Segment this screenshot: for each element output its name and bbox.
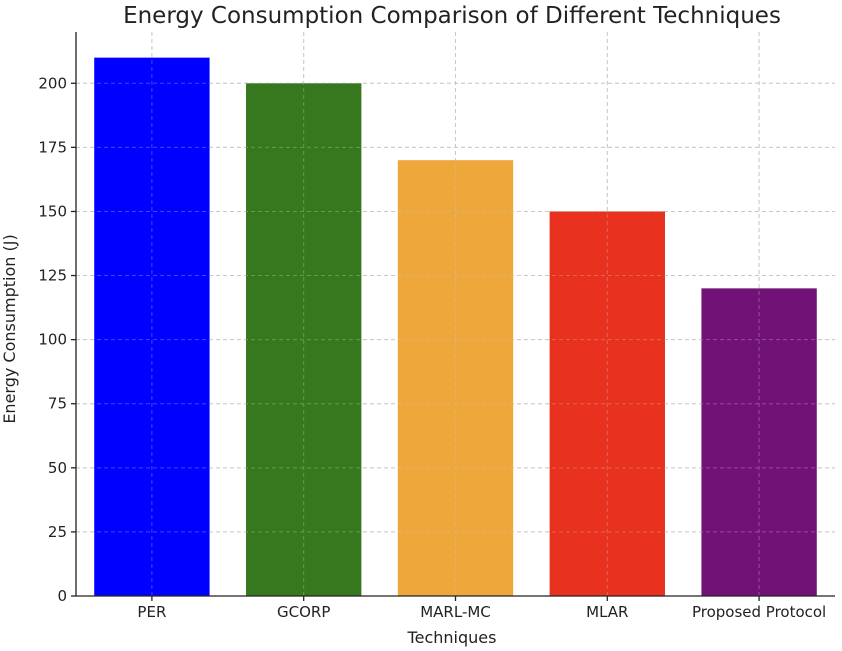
- y-tick-label: 0: [57, 587, 67, 605]
- chart-title: Energy Consumption Comparison of Differe…: [123, 3, 781, 29]
- y-tick-label: 50: [48, 459, 67, 477]
- x-tick-label: MLAR: [586, 603, 628, 621]
- x-ticks: PER GCORP MARL-MC MLAR Proposed Protocol: [137, 596, 826, 621]
- y-axis-label: Energy Consumption (J): [0, 234, 19, 423]
- bar: [549, 211, 665, 597]
- x-tick-label: GCORP: [277, 603, 330, 621]
- x-tick-label: MARL-MC: [420, 603, 491, 621]
- bar: [246, 83, 362, 597]
- y-tick-label: 175: [38, 138, 67, 156]
- bar: [397, 160, 514, 596]
- y-tick-label: 75: [48, 395, 67, 413]
- y-tick-label: 125: [38, 267, 67, 285]
- bar: [701, 288, 817, 596]
- x-tick-label: PER: [137, 603, 166, 621]
- y-tick-label: 25: [48, 523, 67, 541]
- y-tick-label: 200: [38, 74, 67, 92]
- x-axis-label: Techniques: [407, 628, 497, 647]
- bars: [94, 57, 817, 597]
- x-tick-label: Proposed Protocol: [692, 603, 826, 621]
- y-ticks: 0 25 50 75 100 125 150 175 200: [38, 74, 76, 605]
- y-tick-label: 150: [38, 202, 67, 220]
- bar: [94, 57, 210, 597]
- y-tick-label: 100: [38, 331, 67, 349]
